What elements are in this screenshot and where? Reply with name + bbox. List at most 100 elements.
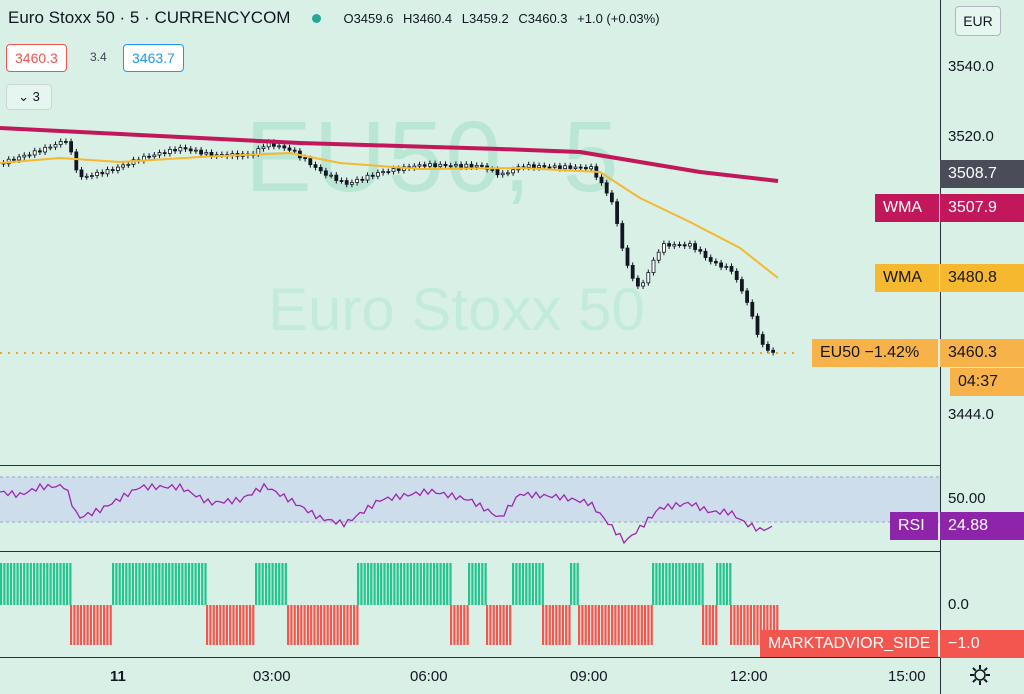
candle-body: [48, 146, 53, 149]
side-down-bar: [287, 605, 290, 645]
side-down-bar: [252, 605, 255, 645]
side-down-bar: [212, 605, 215, 645]
candle-body: [193, 149, 198, 152]
side-up-bar: [366, 563, 370, 605]
side-down-bar: [705, 605, 708, 645]
side-down-bar: [313, 605, 316, 645]
candle-body: [760, 334, 765, 345]
side-up-bar: [538, 563, 541, 605]
rsi-line: [0, 482, 773, 545]
time-tick: 03:00: [253, 668, 291, 685]
side-down-bar: [99, 605, 102, 645]
wma-slow-label: WMA: [875, 194, 939, 222]
candle-body: [604, 182, 609, 194]
candle-body: [584, 167, 588, 170]
side-up-bar: [16, 563, 19, 605]
side-down-bar: [303, 605, 306, 645]
candle-body: [724, 266, 729, 268]
side-up-bar: [197, 563, 200, 605]
price-chart[interactable]: [0, 0, 940, 694]
side-down-bar: [542, 605, 545, 645]
side-up-bar: [174, 563, 177, 605]
side-up-bar: [678, 563, 681, 605]
side-down-bar: [578, 605, 581, 645]
side-down-bar: [486, 605, 489, 645]
currency-button[interactable]: EUR: [955, 6, 1001, 36]
price-series-label: EU50 −1.42%: [812, 339, 938, 367]
candle-body: [110, 169, 115, 172]
candle-body: [32, 150, 37, 156]
candle-body: [682, 244, 687, 247]
side-up-bar: [570, 563, 573, 605]
side-up-bar: [148, 563, 151, 605]
settings-gear-icon[interactable]: [968, 663, 992, 687]
wma-slow-line: [0, 126, 779, 183]
side-down-bar: [242, 605, 245, 645]
side-down-bar: [772, 605, 776, 645]
candle-body: [64, 141, 68, 143]
candle-body: [459, 164, 464, 168]
side-down-bar: [587, 605, 591, 645]
side-up-bar: [168, 563, 171, 605]
side-down-bar: [83, 605, 86, 645]
wma-fast-value: 3480.8: [940, 264, 1024, 292]
side-down-bar: [594, 605, 597, 645]
side-down-bar: [310, 605, 313, 645]
candle-body: [636, 277, 640, 287]
rsi-value: 24.88: [940, 512, 1024, 540]
candle-body: [532, 164, 536, 169]
candle-body: [740, 279, 744, 292]
side-up-bar: [39, 563, 42, 605]
time-tick: 12:00: [730, 668, 768, 685]
candle-body: [703, 250, 708, 258]
candle-body: [344, 180, 349, 185]
side-down-bar: [637, 605, 640, 645]
pane-divider[interactable]: [0, 551, 940, 552]
candle-body: [386, 171, 391, 173]
side-down-bar: [106, 605, 109, 645]
side-up-bar: [449, 563, 452, 605]
candle-body: [370, 174, 375, 177]
candle-body: [438, 163, 443, 168]
candle-body: [474, 164, 479, 168]
candle-body: [755, 315, 760, 335]
symbol-title[interactable]: Euro Stoxx 50 · 5 · CURRENCYCOM: [8, 8, 291, 27]
candlestick-series: [1, 138, 775, 356]
side-up-bar: [271, 563, 274, 605]
side-up-bar: [59, 563, 62, 605]
side-up-bar: [0, 563, 3, 605]
side-up-bar: [135, 563, 138, 605]
side-up-bar: [512, 563, 515, 605]
side-up-bar: [436, 563, 439, 605]
candle-body: [427, 163, 432, 167]
candle-body: [152, 154, 157, 158]
side-up-bar: [719, 563, 722, 605]
side-down-bar: [495, 605, 499, 645]
side-down-bar: [206, 605, 209, 645]
candle-body: [318, 167, 323, 172]
side-down-bar: [290, 605, 293, 645]
side-down-bar: [617, 605, 620, 645]
side-up-bar: [151, 563, 154, 605]
candle-body: [157, 152, 162, 156]
indicators-toggle-button[interactable]: ⌄ 3: [6, 84, 52, 110]
candle-body: [147, 155, 152, 158]
side-down-bar: [601, 605, 604, 645]
candle-body: [360, 178, 365, 181]
side-down-bar: [561, 605, 564, 645]
side-down-bar: [306, 605, 309, 645]
candle-body: [417, 164, 422, 167]
candle-body: [375, 172, 380, 177]
side-up-bar: [675, 563, 678, 605]
candle-body: [677, 244, 682, 246]
side-up-bar: [403, 563, 406, 605]
side-up-bar: [419, 563, 422, 605]
side-down-bar: [746, 605, 749, 645]
buy-price-button[interactable]: 3463.7: [123, 44, 184, 72]
candle-body: [17, 156, 22, 161]
sell-price-button[interactable]: 3460.3: [6, 44, 67, 72]
pane-divider[interactable]: [0, 465, 940, 466]
side-up-bar: [181, 563, 184, 605]
candle-body: [688, 243, 692, 247]
